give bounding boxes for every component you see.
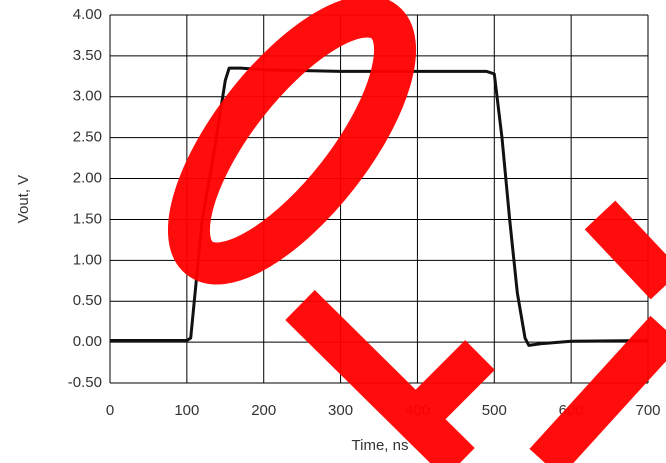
x-tick-label: 300 (328, 402, 353, 419)
y-tick-label: 1.50 (73, 210, 102, 227)
watermark (167, 0, 666, 463)
y-tick-label: 0.50 (73, 292, 102, 309)
y-tick-label: 4.00 (73, 6, 102, 23)
y-tick-label: 2.00 (73, 170, 102, 187)
y-tick-label: 3.50 (73, 47, 102, 64)
y-tick-label: 3.00 (73, 88, 102, 105)
x-tick-label: 500 (482, 402, 507, 419)
y-tick-label: 2.50 (73, 129, 102, 146)
y-tick-label: -0.50 (68, 374, 102, 391)
watermark-f (529, 200, 666, 463)
x-axis-label: Time, ns (352, 437, 409, 454)
x-tick-label: 100 (174, 402, 199, 419)
watermark-f (285, 290, 495, 463)
x-tick-label: 0 (106, 402, 114, 419)
watermark-o (167, 0, 417, 285)
x-tick-label: 200 (251, 402, 276, 419)
y-tick-label: 0.00 (73, 333, 102, 350)
y-axis-label: Vout, V (15, 175, 32, 223)
y-tick-label: 1.00 (73, 251, 102, 268)
x-tick-label: 700 (635, 402, 660, 419)
